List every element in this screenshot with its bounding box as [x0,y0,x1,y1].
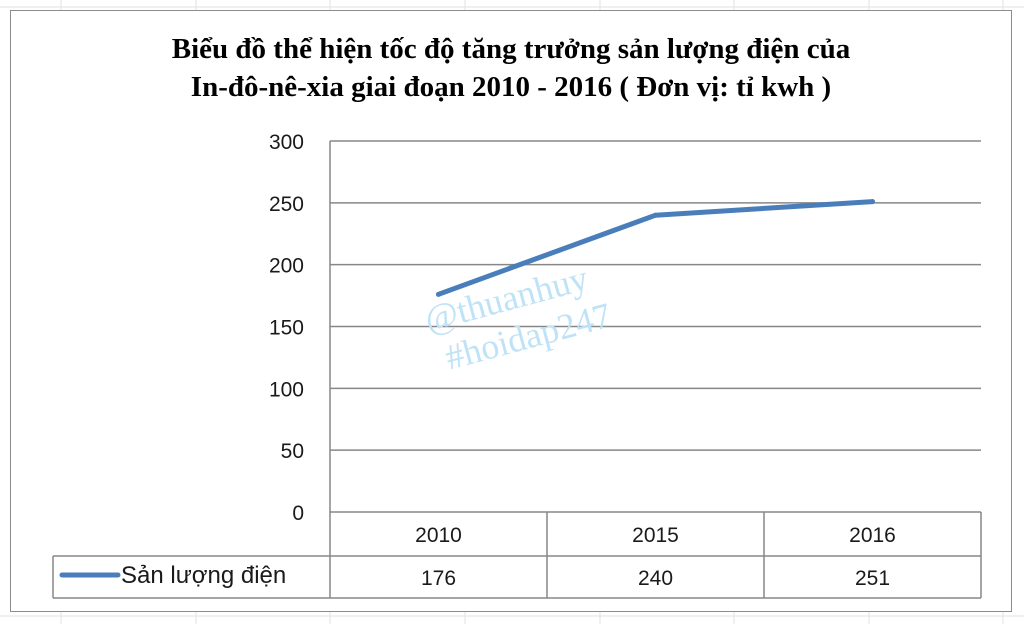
y-tick-label: 300 [269,131,304,154]
data-point [653,212,658,218]
y-tick-label: 0 [292,502,304,525]
y-tick-label: 100 [269,378,304,401]
x-tick-label: 2016 [849,524,896,547]
data-label: 176 [421,567,456,590]
chart-title-line-1: Biểu đồ thể hiện tốc độ tăng trưởng sản … [171,33,851,65]
x-tick-label: 2015 [632,524,679,547]
chart-title: Biểu đồ thể hiện tốc độ tăng trưởng sản … [10,30,1012,106]
data-point [436,291,441,297]
data-label: 240 [638,567,673,590]
chart-title-line-2: In-đô-nê-xia giai đoạn 2010 - 2016 ( Đơn… [190,71,832,103]
data-label: 251 [855,567,890,590]
x-tick-label: 2010 [415,524,462,547]
data-point [870,199,875,205]
y-tick-label: 200 [269,255,304,278]
y-tick-label: 150 [269,317,304,340]
y-tick-label: 50 [281,440,304,463]
y-tick-label: 250 [269,193,304,216]
legend-label: Sản lượng điện [121,562,286,589]
